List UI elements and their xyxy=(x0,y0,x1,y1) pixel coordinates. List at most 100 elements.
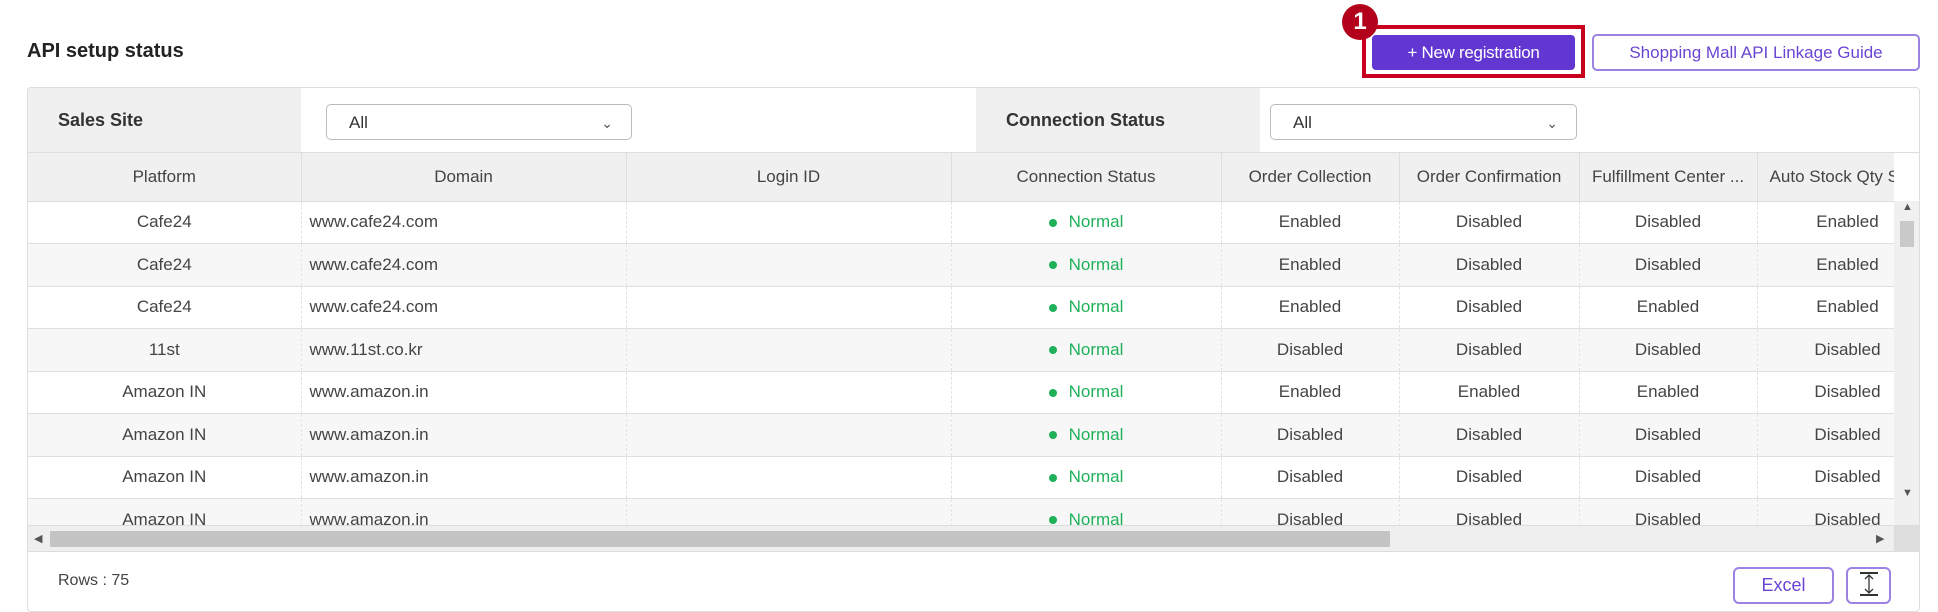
status-dot-icon xyxy=(1048,346,1057,355)
table-cell: Disabled xyxy=(1579,243,1758,287)
table-cell: Disabled xyxy=(1399,413,1580,457)
status-text: Normal xyxy=(1068,509,1124,529)
status-text: Normal xyxy=(1068,212,1124,232)
table-cell: Disabled xyxy=(1579,201,1758,244)
vertical-scrollbar[interactable]: ▲ ▼ xyxy=(1894,201,1919,551)
horizontal-scrollbar[interactable]: ◀ ▶ xyxy=(28,525,1894,551)
table-cell: Enabled xyxy=(1221,371,1400,414)
filter-bar: Sales Site All ⌄ Connection Status All ⌄ xyxy=(28,88,1919,153)
status-dot-icon xyxy=(1048,218,1057,227)
status-dot-icon xyxy=(1048,473,1057,482)
table-cell: Disabled xyxy=(1221,328,1400,372)
table-cell: Amazon IN xyxy=(28,456,302,499)
status-dot-icon xyxy=(1048,261,1057,270)
table-cell: Disabled xyxy=(1221,413,1400,457)
scrollbar-corner xyxy=(1894,525,1919,551)
table-cell: Amazon IN xyxy=(28,413,302,457)
status-text: Normal xyxy=(1068,382,1124,402)
table-cell: Disabled xyxy=(1399,201,1580,244)
table-row[interactable]: Cafe24 www.cafe24.com Normal Enabled Disable… xyxy=(28,243,1894,287)
table-row[interactable]: Cafe24 www.cafe24.com Normal Enabled Disable… xyxy=(28,201,1894,244)
row-count: Rows : 75 xyxy=(58,572,130,589)
connection-status-label: Connection Status xyxy=(976,88,1260,152)
new-registration-button[interactable]: + New registration xyxy=(1372,35,1575,70)
horizontal-scroll-thumb[interactable] xyxy=(50,531,1390,547)
table-row[interactable]: Amazon IN www.amazon.in Normal Disabled Disa… xyxy=(28,456,1894,499)
scroll-right-icon[interactable]: ▶ xyxy=(1876,533,1885,545)
column-header[interactable]: Order Collection xyxy=(1221,153,1400,202)
table-row[interactable]: Amazon IN www.amazon.in Normal Disabled Disa… xyxy=(28,413,1894,457)
table-cell xyxy=(626,456,952,499)
table-row[interactable]: Cafe24 www.cafe24.com Normal Enabled Disable… xyxy=(28,286,1894,329)
table-cell: www.11st.co.kr xyxy=(301,328,627,372)
api-status-panel: Sales Site All ⌄ Connection Status All ⌄… xyxy=(27,87,1920,612)
table-cell: Disabled xyxy=(1399,243,1580,287)
table-cell: Enabled xyxy=(1221,286,1400,329)
table-cell: Cafe24 xyxy=(28,286,302,329)
table-cell: Disabled xyxy=(1399,328,1580,372)
status-text: Normal xyxy=(1068,254,1124,274)
page-title: API setup status xyxy=(27,40,184,62)
expand-height-button[interactable] xyxy=(1846,567,1891,604)
table-cell: Enabled xyxy=(1221,243,1400,287)
table-cell xyxy=(626,371,952,414)
table-cell: Cafe24 xyxy=(28,201,302,244)
status-text: Normal xyxy=(1068,424,1124,444)
connection-status-cell: Normal xyxy=(951,286,1222,329)
table-cell: Enabled xyxy=(1399,371,1580,414)
column-header[interactable]: Domain xyxy=(301,153,627,202)
table-cell: Disabled xyxy=(1399,286,1580,329)
grid-footer: Rows : 75 Excel xyxy=(28,551,1919,611)
column-header[interactable]: Fulfillment Center ... xyxy=(1579,153,1758,202)
scroll-up-icon[interactable]: ▲ xyxy=(1902,201,1913,213)
column-header[interactable]: Platform xyxy=(28,153,302,202)
column-header[interactable]: Order Confirmation xyxy=(1399,153,1580,202)
table-cell: www.amazon.in xyxy=(301,456,627,499)
column-header[interactable]: Login ID xyxy=(626,153,952,202)
table-cell: www.amazon.in xyxy=(301,371,627,414)
table-cell: Disabled xyxy=(1579,413,1758,457)
connection-status-select[interactable]: All ⌄ xyxy=(1270,104,1577,140)
table-cell: Enabled xyxy=(1757,201,1894,244)
table-cell: Cafe24 xyxy=(28,243,302,287)
status-text: Normal xyxy=(1068,467,1124,487)
table-cell: www.cafe24.com xyxy=(301,201,627,244)
excel-export-button[interactable]: Excel xyxy=(1733,567,1834,604)
column-header[interactable]: Connection Status xyxy=(951,153,1222,202)
status-dot-icon xyxy=(1048,431,1057,440)
sales-site-value: All xyxy=(349,113,368,132)
table-cell: Disabled xyxy=(1399,456,1580,499)
table-cell: Disabled xyxy=(1579,456,1758,499)
status-dot-icon xyxy=(1048,388,1057,397)
table-cell: Disabled xyxy=(1757,456,1894,499)
scroll-left-icon[interactable]: ◀ xyxy=(34,533,43,545)
table-cell: Disabled xyxy=(1579,328,1758,372)
table-cell: Disabled xyxy=(1757,328,1894,372)
table-cell: Disabled xyxy=(1221,456,1400,499)
api-linkage-guide-button[interactable]: Shopping Mall API Linkage Guide xyxy=(1592,34,1920,71)
table-cell: Disabled xyxy=(1757,371,1894,414)
step-badge: 1 xyxy=(1342,4,1378,40)
connection-status-cell: Normal xyxy=(951,456,1222,499)
scroll-down-icon[interactable]: ▼ xyxy=(1902,487,1913,499)
connection-status-cell: Normal xyxy=(951,413,1222,457)
table-cell xyxy=(626,413,952,457)
status-dot-icon xyxy=(1048,516,1057,525)
table-cell: Disabled xyxy=(1757,413,1894,457)
table-cell: Amazon IN xyxy=(28,371,302,414)
status-text: Normal xyxy=(1068,339,1124,359)
column-header[interactable]: Auto Stock Qty Sync xyxy=(1757,153,1894,202)
table-cell: Enabled xyxy=(1221,201,1400,244)
api-status-grid: Platform Domain Login ID Connection Status O… xyxy=(28,153,1894,551)
status-text: Normal xyxy=(1068,297,1124,317)
table-cell: Enabled xyxy=(1579,286,1758,329)
table-cell xyxy=(626,243,952,287)
table-row[interactable]: Amazon IN www.amazon.in Normal Enabled Enabl… xyxy=(28,371,1894,414)
connection-status-cell: Normal xyxy=(951,243,1222,287)
table-cell xyxy=(626,286,952,329)
sales-site-select[interactable]: All ⌄ xyxy=(326,104,632,140)
table-row[interactable]: 11st www.11st.co.kr Normal Disabled Disabled… xyxy=(28,328,1894,372)
vertical-scroll-thumb[interactable] xyxy=(1900,221,1914,247)
expand-vertical-icon xyxy=(1859,572,1878,596)
table-cell: Enabled xyxy=(1757,243,1894,287)
